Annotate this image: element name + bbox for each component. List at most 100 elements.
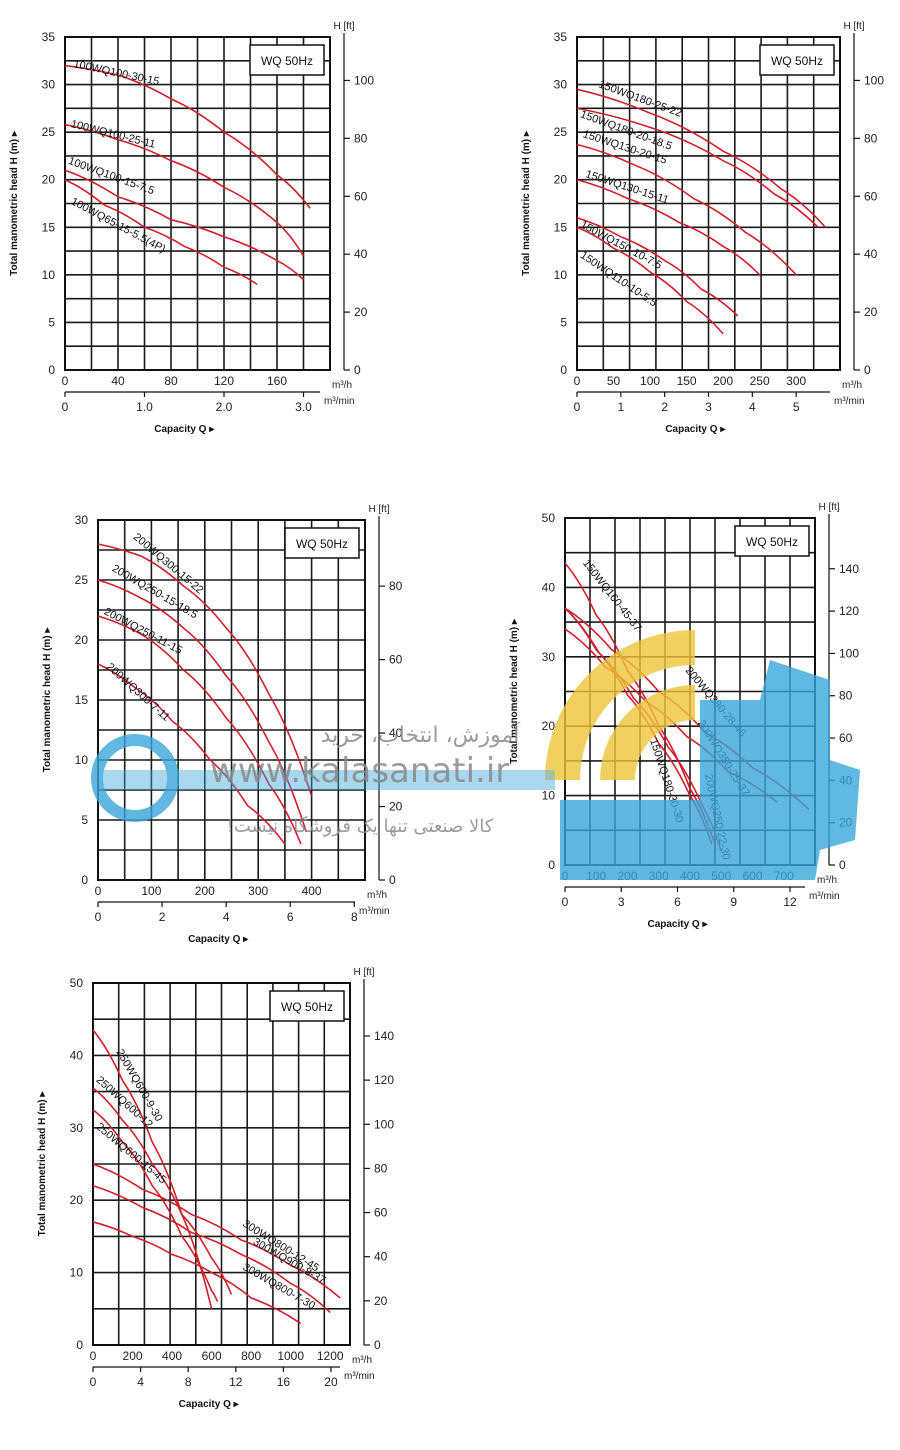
x-tick-label: 0 xyxy=(574,374,581,388)
y2-tick-label: 20 xyxy=(354,305,368,319)
x-tick-label: 1000 xyxy=(277,1349,304,1363)
curve-100WQ65-15-5.5(4P) xyxy=(64,178,258,286)
plot-frame xyxy=(64,36,331,371)
x-tick-label: 100 xyxy=(640,374,660,388)
x-tick-label: 40 xyxy=(111,374,125,388)
x-tick-label: 150 xyxy=(677,374,697,388)
x2-tick-label: 20 xyxy=(324,1375,338,1389)
y2-tick-label: 80 xyxy=(374,1161,388,1175)
y2-tick-label: 0 xyxy=(839,858,846,872)
x2-tick-label: 2.0 xyxy=(216,400,233,414)
legend-text: WQ 50Hz xyxy=(746,535,798,549)
curve-300WQ800-7-30 xyxy=(92,1221,302,1324)
y2-tick-label: 60 xyxy=(839,731,853,745)
x2-unit-label: m³/min xyxy=(834,396,865,407)
legend-text: WQ 50Hz xyxy=(281,1000,333,1014)
x-tick-label: 800 xyxy=(241,1349,261,1363)
legend-text: WQ 50Hz xyxy=(261,54,313,68)
y-tick-label: 0 xyxy=(81,873,88,887)
x-tick-label: 50 xyxy=(607,374,621,388)
y2-tick-label: 20 xyxy=(389,800,403,814)
x2-tick-label: 5 xyxy=(793,400,800,414)
legend-text: WQ 50Hz xyxy=(296,537,348,551)
y-tick-label: 25 xyxy=(554,125,568,139)
y-tick-label: 10 xyxy=(542,789,556,803)
y-tick-label: 10 xyxy=(554,268,568,282)
y-tick-label: 20 xyxy=(554,173,568,187)
y-tick-label: 30 xyxy=(42,78,56,92)
curve-label: 100WQ100-25-11 xyxy=(70,118,157,151)
curve-200WQ250-15-18.5 xyxy=(97,579,308,833)
curve-250WQ600-9-30 xyxy=(92,1029,213,1309)
x2-unit-label: m³/min xyxy=(809,891,840,902)
y-tick-label: 15 xyxy=(554,220,568,234)
y2-tick-label: 40 xyxy=(354,247,368,261)
y-tick-label: 20 xyxy=(542,719,556,733)
y-tick-label: 40 xyxy=(542,580,556,594)
curve-150WQ110-10-5.5 xyxy=(576,226,724,335)
y2-unit-label: H [ft] xyxy=(333,21,354,32)
x2-tick-label: 0 xyxy=(95,910,102,924)
y-tick-label: 30 xyxy=(554,78,568,92)
watermark: آموزش، انتخاب، خرید www.kalasanati.ir کا… xyxy=(91,630,860,880)
x2-tick-label: 0 xyxy=(62,400,69,414)
y2-tick-label: 80 xyxy=(864,131,878,145)
y2-tick-label: 80 xyxy=(839,689,853,703)
y2-tick-label: 60 xyxy=(389,653,403,667)
x-unit-label: m³/h xyxy=(352,1355,372,1366)
legend-box xyxy=(269,990,345,1022)
x2-tick-label: 4 xyxy=(223,910,230,924)
chart-panel-1: WQ 50Hz 0 5 10 15 20 25 30 35 0 20 40 60 80 100 H [ft] 0… xyxy=(9,21,374,435)
x2-tick-label: 8 xyxy=(185,1375,192,1389)
x2-tick-label: 16 xyxy=(277,1375,291,1389)
y-tick-label: 20 xyxy=(42,173,56,187)
curve-150WQ180-25-22 xyxy=(576,88,826,228)
x-unit-label: m³/h xyxy=(367,890,387,901)
legend-box xyxy=(284,527,360,559)
y2-tick-label: 80 xyxy=(354,131,368,145)
curve-250WQ600-15-45 xyxy=(92,1109,219,1302)
y2-tick-label: 0 xyxy=(374,1338,381,1352)
y-tick-label: 0 xyxy=(548,858,555,872)
y-tick-label: 20 xyxy=(70,1193,84,1207)
x-tick-label: 200 xyxy=(195,884,215,898)
watermark-line3: کالا صنعتی تنها یک فروشگاه نیست! xyxy=(227,815,494,837)
x2-tick-label: 9 xyxy=(730,895,737,909)
legend-text: WQ 50Hz xyxy=(771,54,823,68)
x2-tick-label: 2 xyxy=(661,400,668,414)
x-axis-title: Capacity Q ▸ xyxy=(188,934,249,945)
plot-frame xyxy=(97,519,366,881)
x-tick-label: 100 xyxy=(141,884,161,898)
x-tick-label: 120 xyxy=(214,374,234,388)
y-tick-label: 0 xyxy=(48,363,55,377)
y-tick-label: 5 xyxy=(560,315,567,329)
y2-tick-label: 120 xyxy=(374,1073,394,1087)
y-tick-label: 30 xyxy=(70,1121,84,1135)
x-tick-label: 0 xyxy=(62,374,69,388)
watermark-gear-logo xyxy=(91,630,860,880)
y2-tick-label: 120 xyxy=(839,604,859,618)
curve-200WQ300-15-22 xyxy=(97,543,313,797)
y-axis-title: Total manometric head H (m) ▸ xyxy=(37,1091,48,1237)
curve-200WQ250-11-15 xyxy=(97,615,302,845)
x-unit-label: m³/h xyxy=(842,380,862,391)
y-tick-label: 0 xyxy=(76,1338,83,1352)
y2-tick-label: 0 xyxy=(354,363,361,377)
y2-tick-label: 60 xyxy=(864,189,878,203)
y2-tick-label: 20 xyxy=(864,305,878,319)
y-tick-label: 30 xyxy=(542,650,556,664)
x-tick-label: 0 xyxy=(95,884,102,898)
y2-tick-label: 100 xyxy=(839,646,859,660)
x2-tick-label: 1 xyxy=(617,400,624,414)
y2-tick-label: 0 xyxy=(389,873,396,887)
x2-tick-label: 4 xyxy=(137,1375,144,1389)
x2-tick-label: 4 xyxy=(749,400,756,414)
x-tick-label: 600 xyxy=(202,1349,222,1363)
x-axis-title: Capacity Q ▸ xyxy=(665,424,726,435)
curve-100WQ100-25-11 xyxy=(64,123,305,257)
y2-unit-label: H [ft] xyxy=(368,504,389,515)
watermark-gear-shape xyxy=(560,660,860,880)
watermark-blue-bar xyxy=(95,770,555,790)
x2-tick-label: 6 xyxy=(674,895,681,909)
